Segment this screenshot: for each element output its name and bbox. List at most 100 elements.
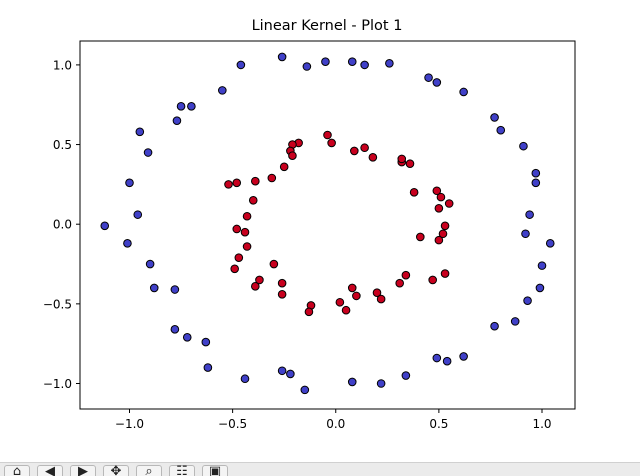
back-button[interactable]: ◀ (37, 465, 63, 476)
configure-button[interactable]: ☷ (169, 465, 195, 476)
data-point (240, 227, 250, 237)
data-point (335, 297, 345, 307)
x-tick-label: −0.5 (218, 417, 247, 431)
data-point (432, 353, 442, 363)
series-1 (100, 52, 555, 395)
data-point (434, 235, 444, 245)
data-point (321, 57, 330, 67)
data-point (277, 52, 287, 62)
x-tick-label: 0.5 (429, 417, 448, 431)
data-point (376, 379, 386, 388)
pan-icon: ✥ (110, 464, 122, 476)
scatter-chart: Linear Kernel - Plot 1 −1.0 −0.5 0.0 0.5 1.0… (43, 18, 576, 431)
data-point (323, 130, 332, 140)
data-point (341, 305, 351, 315)
data-point (242, 242, 252, 251)
data-point (434, 203, 444, 213)
data-point (143, 148, 153, 157)
x-tick-label: 1.0 (532, 417, 551, 431)
data-point (236, 60, 246, 70)
data-point (490, 113, 499, 122)
data-point (409, 188, 419, 197)
data-point (170, 285, 180, 294)
data-point (277, 289, 287, 299)
plot-area: −1.0 −0.5 0.0 0.5 1.0 −1.0 −0.5 0.0 0.5 1.0 (43, 40, 576, 431)
data-point (182, 333, 192, 342)
data-point (347, 377, 357, 387)
data-point (255, 275, 264, 285)
data-point (201, 337, 211, 347)
data-point (251, 282, 260, 291)
data-point (133, 210, 143, 219)
data-point (360, 143, 369, 153)
axes-frame (79, 40, 576, 410)
chart-title: Linear Kernel - Plot 1 (252, 18, 403, 34)
data-point (302, 62, 312, 71)
data-point (203, 363, 213, 372)
data-point (327, 138, 336, 148)
data-point (288, 151, 297, 161)
data-point (440, 221, 450, 231)
data-point (277, 278, 287, 288)
data-point (125, 178, 134, 188)
pan-button[interactable]: ✥ (103, 465, 129, 476)
data-point (242, 211, 252, 221)
data-point (234, 253, 244, 262)
forward-arrow-icon: ▶ (78, 464, 88, 476)
data-point (240, 374, 250, 384)
data-point (269, 259, 279, 269)
data-point (428, 275, 437, 285)
data-point (286, 369, 295, 379)
x-tick-label: 0.0 (326, 417, 345, 431)
data-point (248, 196, 258, 205)
data-point (368, 152, 378, 162)
data-point (519, 141, 528, 151)
data-point (416, 232, 425, 242)
data-point (352, 291, 361, 301)
data-point (535, 283, 545, 293)
data-point (537, 261, 547, 270)
navigation-toolbar: ⌂ ◀ ▶ ✥ ⌕ ☷ ▣ (0, 462, 640, 476)
y-tick-label: 1.0 (53, 58, 72, 72)
data-point (224, 180, 233, 189)
sliders-icon: ☷ (176, 464, 188, 476)
data-point (123, 239, 132, 248)
data-point (100, 221, 110, 231)
data-point (267, 173, 277, 183)
data-point (218, 86, 227, 95)
data-point (405, 159, 415, 168)
save-icon: ▣ (208, 464, 222, 476)
data-point (490, 321, 499, 331)
data-point (401, 371, 411, 380)
data-point (459, 87, 468, 97)
data-point (459, 352, 468, 361)
data-point (440, 269, 450, 278)
data-point (531, 168, 541, 178)
forward-button[interactable]: ▶ (70, 465, 96, 476)
data-point (376, 294, 386, 304)
data-point (277, 366, 287, 376)
data-point (424, 73, 433, 82)
data-point (372, 288, 382, 298)
y-tick-label: 0.5 (53, 138, 72, 152)
y-tick-label: 0.0 (53, 218, 72, 232)
data-point (232, 224, 242, 234)
data-point (135, 127, 145, 137)
data-point (347, 283, 357, 293)
data-point (523, 296, 532, 305)
zoom-icon: ⌕ (145, 464, 153, 476)
data-point (442, 356, 452, 366)
home-button[interactable]: ⌂ (4, 465, 30, 476)
data-point (170, 325, 180, 334)
data-point (300, 385, 310, 395)
data-point (347, 57, 357, 67)
save-button[interactable]: ▣ (202, 465, 228, 476)
back-arrow-icon: ◀ (45, 464, 55, 476)
zoom-button[interactable]: ⌕ (136, 465, 162, 476)
data-point (172, 116, 182, 125)
home-icon: ⌂ (12, 464, 22, 476)
data-point (395, 278, 404, 288)
data-point (531, 178, 541, 188)
data-point (149, 283, 159, 293)
data-point (279, 162, 289, 172)
